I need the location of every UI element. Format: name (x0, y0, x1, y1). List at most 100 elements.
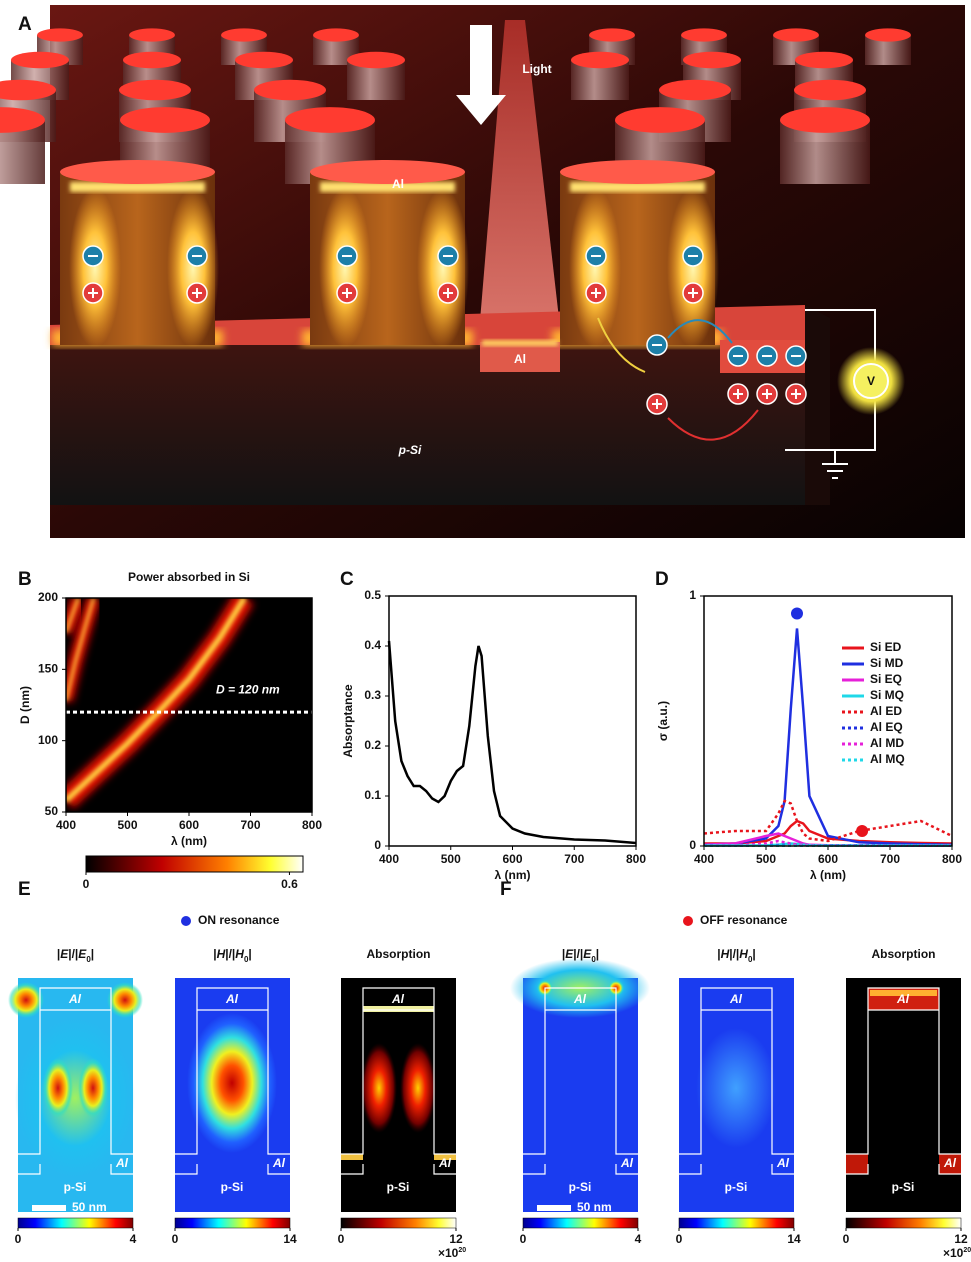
nanopillar-cap (119, 80, 191, 101)
colorbar (18, 1218, 133, 1228)
x-axis-label: λ (nm) (810, 868, 846, 882)
field-glow (69, 188, 121, 348)
nanopillar-cap (120, 107, 210, 133)
colorbar-tick-label: 4 (130, 1232, 137, 1246)
legend-label: Si MD (870, 656, 904, 670)
resonance-marker (791, 608, 803, 620)
chart-title: Power absorbed in Si (128, 570, 250, 584)
field (696, 1028, 776, 1148)
al-label: Al (514, 352, 526, 366)
x-tick-label: 500 (756, 852, 776, 866)
al-label: Al (729, 992, 743, 1006)
title-part: |/| (225, 947, 235, 961)
nanopillar-cap (221, 28, 267, 41)
y-tick-label: 0.3 (364, 688, 381, 702)
colorbar-tick-label: 4 (635, 1232, 642, 1246)
nanopillar-cap (37, 28, 83, 41)
substrate-label: p-Si (221, 1180, 244, 1194)
legend-label: ON resonance (198, 913, 280, 927)
map-title: |E|/|E0| (57, 947, 94, 963)
map-title: Absorption (367, 947, 431, 961)
x-tick-label: 700 (240, 818, 260, 832)
nanopillar-cap (659, 80, 731, 101)
field (341, 1154, 363, 1160)
al-label: Al (391, 992, 405, 1006)
nanopillar-cap (681, 28, 727, 41)
y-tick-label: 50 (45, 804, 59, 818)
al-label: Al (943, 1156, 957, 1170)
multiplier-part: 20 (458, 1247, 466, 1254)
nanopillar-cap (11, 52, 69, 69)
colorbar (679, 1218, 794, 1228)
scale-bar (537, 1205, 571, 1211)
y-tick-label: 0 (374, 838, 381, 852)
y-tick-label: 0.1 (364, 788, 381, 802)
colorbar-tick-label: 0.6 (281, 877, 298, 891)
al-label: Al (272, 1156, 286, 1170)
colorbar-tick-label: 0 (520, 1232, 527, 1246)
substrate-label: p-Si (725, 1180, 748, 1194)
reference-label: D = 120 nm (216, 682, 280, 696)
voltmeter-label: V (867, 374, 875, 388)
legend-label: Si EQ (870, 672, 902, 686)
title-part: | (596, 947, 599, 961)
colorbar-tick-label: 0 (172, 1232, 179, 1246)
legend-label: Al MD (870, 736, 904, 750)
nanopillar-cap (347, 52, 405, 69)
page: ABCDEFLightAlAlp-SiV40050060070080050100… (0, 0, 971, 1262)
colorbar-tick-label: 0 (15, 1232, 22, 1246)
panel-label: D (655, 569, 669, 590)
x-tick-label: 500 (441, 852, 461, 866)
al-label: Al (573, 992, 587, 1006)
multiplier-part: 20 (963, 1247, 971, 1254)
substrate-label: p-Si (398, 443, 422, 457)
field-glow (167, 188, 219, 348)
field (43, 1058, 73, 1118)
x-tick-label: 600 (179, 818, 199, 832)
y-tick-label: 100 (38, 733, 58, 747)
field (187, 1013, 277, 1153)
colorbar-tick-label: 0 (843, 1232, 850, 1246)
colorbar (523, 1218, 638, 1228)
scale-bar (32, 1205, 66, 1211)
field (78, 1058, 108, 1118)
y-tick-label: 0.5 (364, 588, 381, 602)
nanopillar-cap (795, 52, 853, 69)
al-label: Al (776, 1156, 790, 1170)
x-tick-label: 400 (379, 852, 399, 866)
al-label: Al (620, 1156, 634, 1170)
plot-frame (389, 596, 636, 846)
substrate-label: p-Si (569, 1180, 592, 1194)
legend-label: Si ED (870, 640, 902, 654)
colorbar-tick-label: 14 (787, 1232, 801, 1246)
field-map: Al Al p-Si (679, 978, 794, 1212)
y-axis-label: σ (a.u.) (656, 701, 670, 741)
x-tick-label: 800 (302, 818, 322, 832)
scale-bar-label: 50 nm (577, 1200, 612, 1214)
al-label: Al (225, 992, 239, 1006)
title-part: H (217, 947, 226, 961)
map-bg (846, 978, 961, 1212)
legend-dot (683, 916, 693, 926)
x-tick-label: 500 (117, 818, 137, 832)
panel-label: C (340, 569, 354, 590)
al-strip-glow (482, 340, 558, 346)
field (8, 982, 44, 1018)
colorbar-tick-label: 12 (954, 1232, 968, 1246)
map-title: Absorption (872, 947, 936, 961)
legend-dot (181, 916, 191, 926)
nanopillar-cap (683, 52, 741, 69)
field-map: Al Al p-Si 50 nm (510, 958, 650, 1214)
x-axis-label: λ (nm) (495, 868, 531, 882)
panel-label: B (18, 569, 32, 590)
title-part: H (721, 947, 730, 961)
figure: ABCDEFLightAlAlp-SiV40050060070080050100… (0, 0, 971, 1262)
nanopillar-cap (285, 107, 375, 133)
field-map: Al Al p-Si (175, 978, 290, 1212)
field (107, 982, 143, 1018)
title-part: | (752, 947, 755, 961)
legend-label: OFF resonance (700, 913, 788, 927)
